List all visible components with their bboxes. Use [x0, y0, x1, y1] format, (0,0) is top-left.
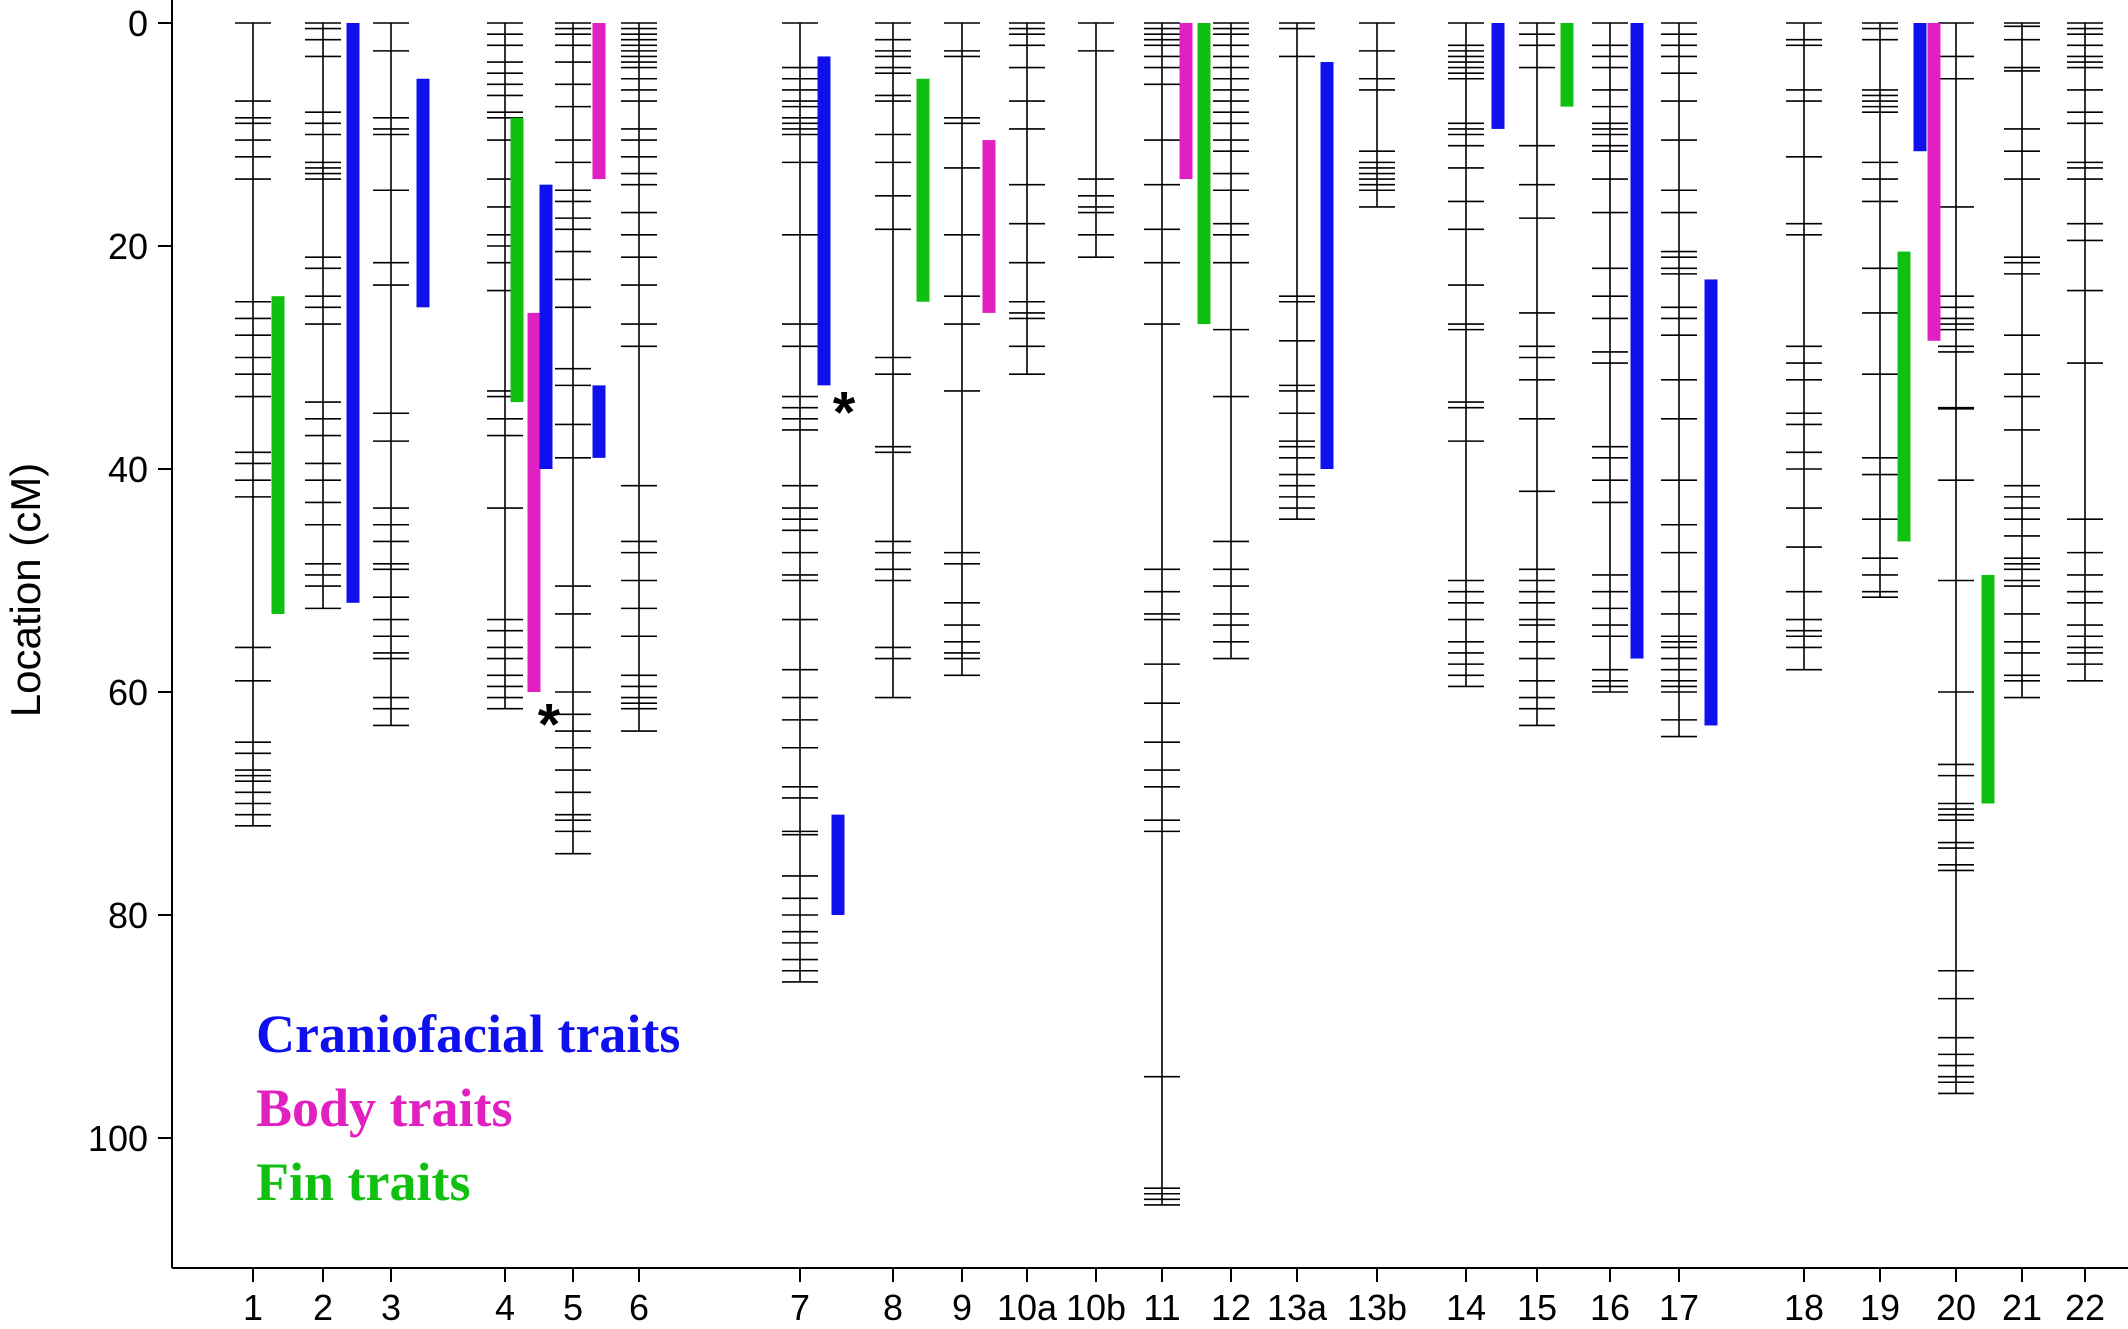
linkage-groups — [235, 22, 2103, 1206]
significance-asterisk: * — [538, 693, 561, 758]
linkage-group-1 — [235, 22, 271, 827]
x-tick-label: 22 — [2065, 1287, 2105, 1328]
x-tick-label: 12 — [1211, 1287, 1251, 1328]
linkage-group-12 — [1213, 22, 1249, 660]
qtl-bar — [1630, 23, 1644, 659]
linkage-group-8 — [875, 22, 911, 699]
qtl-bar — [1560, 23, 1574, 107]
qtl-bar — [510, 117, 524, 403]
x-tick-label: 2 — [313, 1287, 333, 1328]
x-tick-label: 5 — [563, 1287, 583, 1328]
qtl-bar — [416, 78, 430, 308]
y-tick-label: 60 — [108, 672, 148, 713]
y-tick-label: 80 — [108, 895, 148, 936]
qtl-bar — [1981, 574, 1995, 804]
x-tick-label: 18 — [1784, 1287, 1824, 1328]
legend-entry: Fin traits — [256, 1152, 470, 1212]
linkage-group-11 — [1144, 22, 1180, 1206]
legend-entry: Craniofacial traits — [256, 1004, 680, 1064]
qtl-bar — [1897, 251, 1911, 542]
y-axis-label: Location (cM) — [2, 463, 49, 717]
x-tick-label: 7 — [790, 1287, 810, 1328]
x-tick-label: 3 — [381, 1287, 401, 1328]
x-tick-label: 21 — [2002, 1287, 2042, 1328]
qtl-bar — [1179, 23, 1193, 180]
linkage-group-5 — [555, 22, 591, 855]
x-tick-label: 13a — [1267, 1287, 1328, 1328]
linkage-group-10b — [1078, 22, 1114, 258]
legend: Craniofacial traits Body traits Fin traits — [256, 1004, 680, 1212]
qtl-bar — [817, 56, 831, 386]
qtl-bar — [592, 23, 606, 180]
linkage-group-3 — [373, 22, 409, 727]
qtl-bar — [916, 78, 930, 302]
linkage-group-4 — [487, 22, 523, 710]
x-tick-label: 20 — [1936, 1287, 1976, 1328]
qtl-bar — [346, 23, 360, 603]
linkage-group-20 — [1938, 22, 1974, 1095]
qtl-bar — [1197, 23, 1211, 325]
significance-asterisk: * — [833, 381, 856, 446]
x-tick-label: 14 — [1446, 1287, 1486, 1328]
qtl-bar — [1913, 23, 1927, 152]
linkage-group-9 — [944, 22, 980, 677]
qtl-bar — [831, 814, 845, 915]
qtl-bar — [527, 312, 541, 692]
linkage-group-17 — [1661, 22, 1697, 738]
linkage-group-18 — [1786, 22, 1822, 671]
legend-entry: Body traits — [256, 1078, 513, 1138]
qtl-bar — [1927, 23, 1941, 341]
x-tick-label: 16 — [1590, 1287, 1630, 1328]
x-tick-label: 10a — [997, 1287, 1058, 1328]
x-tick-label: 9 — [952, 1287, 972, 1328]
y-tick-label: 40 — [108, 449, 148, 490]
y-tick-label: 100 — [88, 1118, 148, 1159]
linkage-group-22 — [2067, 22, 2103, 682]
qtl-bar — [1491, 23, 1505, 129]
linkage-group-15 — [1519, 22, 1555, 727]
x-tick-label: 6 — [629, 1287, 649, 1328]
linkage-group-16 — [1592, 22, 1628, 693]
linkage-group-21 — [2004, 22, 2040, 699]
linkage-group-13b — [1359, 22, 1395, 208]
x-tick-label: 11 — [1143, 1287, 1180, 1328]
y-tick-label: 20 — [108, 226, 148, 267]
x-tick-label: 10b — [1066, 1287, 1126, 1328]
x-tick-label: 19 — [1860, 1287, 1900, 1328]
x-tick-label: 1 — [243, 1287, 263, 1328]
qtl-bar — [982, 140, 996, 313]
qtl-bar — [1320, 62, 1334, 470]
linkage-group-13a — [1279, 22, 1315, 520]
linkage-group-19 — [1862, 22, 1898, 599]
y-axis: 0 20 40 60 80 100 — [88, 0, 173, 1268]
linkage-group-14 — [1448, 22, 1484, 688]
qtl-bar — [271, 296, 285, 614]
x-tick-label: 17 — [1659, 1287, 1699, 1328]
qtl-bar — [1704, 279, 1718, 726]
y-tick-label: 0 — [128, 3, 148, 44]
x-tick-label: 15 — [1517, 1287, 1557, 1328]
qtl-bar — [592, 385, 606, 458]
linkage-group-2 — [305, 22, 341, 610]
linkage-group-6 — [621, 22, 657, 732]
x-tick-label: 8 — [883, 1287, 903, 1328]
annotations: ** — [538, 381, 856, 758]
x-tick-label: 4 — [495, 1287, 515, 1328]
qtl-bars — [271, 23, 1995, 915]
linkage-group-7 — [782, 22, 818, 983]
x-tick-label: 13b — [1347, 1287, 1407, 1328]
x-axis: 1 2 3 4 5 6 7 8 9 10a 10b 11 12 13a 13b 14 15 16 17 18 19 20 2… — [172, 1267, 2128, 1328]
qtl-bar — [539, 184, 553, 470]
linkage-group-10a — [1009, 22, 1045, 376]
